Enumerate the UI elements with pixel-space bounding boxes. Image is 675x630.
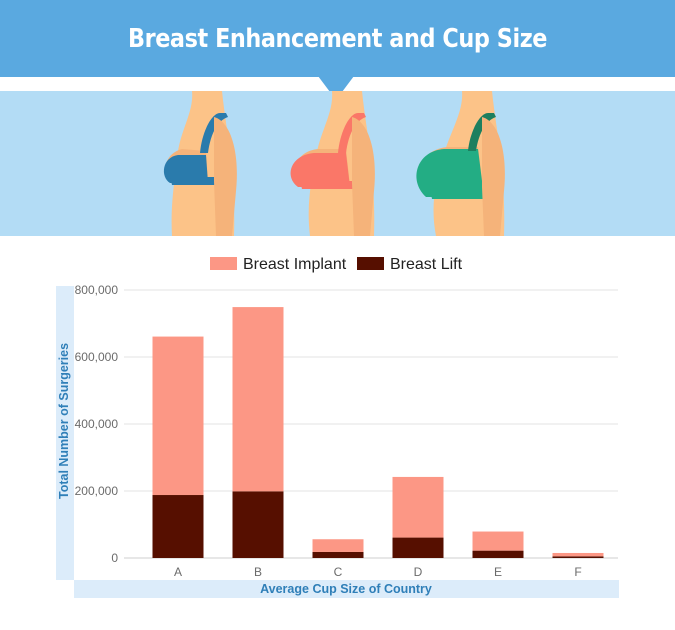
- woman-blue-bra-figure: [163, 91, 237, 236]
- page-title: Breast Enhancement and Cup Size: [127, 23, 548, 54]
- bar-breast-implant-e: [472, 531, 524, 551]
- legend-label-breast-lift: Breast Lift: [390, 256, 463, 273]
- bar-breast-lift-f: [552, 556, 604, 558]
- woman-green-bra-strap: [468, 113, 496, 151]
- bar-breast-implant-a: [152, 336, 204, 496]
- woman-blue-bra-arm: [214, 117, 237, 236]
- bar-breast-lift-c: [312, 551, 364, 558]
- legend-label-breast-implant: Breast Implant: [243, 256, 347, 273]
- header-bar: [0, 0, 675, 77]
- bars: [152, 307, 604, 558]
- legend: Breast Implant Breast Lift: [210, 256, 463, 273]
- y-tick-label: 600,000: [75, 350, 119, 364]
- bar-breast-implant-d: [392, 476, 444, 538]
- y-tick-label: 400,000: [75, 417, 119, 431]
- x-tick-label: B: [254, 565, 262, 579]
- woman-green-bra-arm: [482, 117, 505, 236]
- x-tick-label: D: [414, 565, 423, 579]
- x-tick-labels: A B C D E F: [174, 565, 582, 579]
- y-tick-labels: 0 200,000 400,000 600,000 800,000: [75, 283, 119, 565]
- legend-swatch-breast-implant: [210, 257, 237, 270]
- bar-breast-implant-b: [232, 307, 284, 492]
- bar-breast-lift-a: [152, 495, 204, 558]
- woman-coral-bra-arm: [352, 117, 375, 236]
- bar-breast-lift-d: [392, 537, 444, 558]
- bar-breast-implant-f: [552, 552, 604, 557]
- y-axis-title-band: [56, 286, 74, 580]
- cup-size-illustration: [0, 91, 675, 236]
- x-axis-title: Average Cup Size of Country: [260, 582, 432, 596]
- woman-blue-bra-strap: [200, 113, 228, 153]
- woman-coral-bra-strap: [338, 113, 366, 153]
- y-tick-label: 200,000: [75, 484, 119, 498]
- y-tick-label: 800,000: [75, 283, 119, 297]
- y-axis-title: Total Number of Surgeries: [57, 343, 71, 499]
- woman-blue-bra-cup: [163, 155, 208, 183]
- x-tick-label: C: [334, 565, 343, 579]
- woman-coral-bra-cup: [290, 153, 350, 187]
- bar-breast-lift-b: [232, 491, 284, 558]
- x-axis-title-band: [74, 580, 619, 598]
- legend-swatch-breast-lift: [357, 257, 384, 270]
- woman-green-bra-figure: [416, 91, 505, 236]
- bar-breast-implant-c: [312, 539, 364, 552]
- x-tick-label: A: [174, 565, 182, 579]
- bar-breast-lift-e: [472, 550, 524, 558]
- woman-green-bra-cup: [416, 149, 484, 197]
- woman-coral-bra-figure: [290, 91, 375, 236]
- stacked-bar-chart: Breast Implant Breast Lift Total Number …: [56, 256, 619, 598]
- grid-lines: [124, 289, 618, 559]
- y-tick-label: 0: [111, 551, 118, 565]
- x-tick-label: F: [574, 565, 581, 579]
- x-tick-label: E: [494, 565, 502, 579]
